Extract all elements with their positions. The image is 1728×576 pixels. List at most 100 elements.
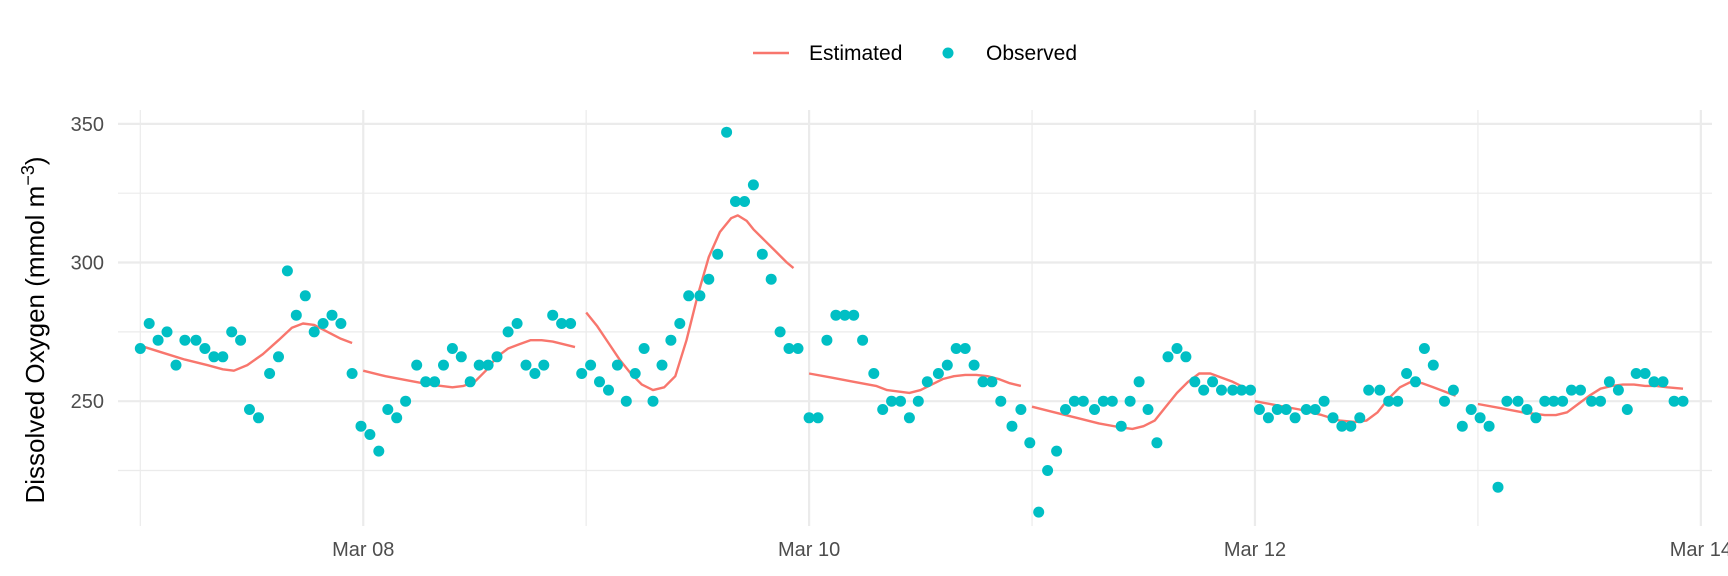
observed-point <box>1006 420 1018 432</box>
observed-point <box>1216 384 1227 396</box>
observed-point <box>1245 384 1256 396</box>
observed-point <box>1189 376 1201 388</box>
observed-point <box>511 318 523 329</box>
observed-point <box>1345 420 1357 432</box>
observed-point <box>839 309 851 321</box>
observed-point <box>1648 376 1660 388</box>
observed-point <box>1521 404 1533 415</box>
observed-point <box>774 326 786 338</box>
observed-point <box>1557 395 1569 407</box>
observed-point <box>1456 420 1468 432</box>
observed-point <box>1418 343 1430 354</box>
observed-point <box>455 351 467 363</box>
observed-point <box>308 326 320 338</box>
observed-point <box>1300 404 1312 415</box>
observed-point <box>529 368 541 379</box>
observed-point <box>1289 412 1301 424</box>
observed-point <box>446 343 458 354</box>
observed-point <box>1363 384 1375 396</box>
observed-point <box>364 429 376 440</box>
y-tick-label: 300 <box>71 253 104 275</box>
observed-point <box>411 359 423 371</box>
observed-point <box>594 376 605 388</box>
observed-point <box>1115 420 1127 432</box>
observed-point <box>1539 395 1551 407</box>
observed-point <box>520 359 532 371</box>
legend-estimated-label: Estimated <box>809 42 902 65</box>
observed-point <box>886 395 898 407</box>
observed-point <box>1024 437 1036 449</box>
observed-point <box>1142 404 1154 415</box>
observed-point <box>986 376 998 388</box>
observed-point <box>491 351 503 363</box>
observed-point <box>950 343 962 354</box>
observed-point <box>1042 465 1054 476</box>
observed-point <box>299 290 311 302</box>
observed-point <box>1630 368 1642 379</box>
observed-point <box>1575 384 1586 396</box>
observed-point <box>721 126 733 138</box>
observed-point <box>903 412 915 424</box>
observed-point <box>1586 395 1598 407</box>
observed-point <box>1280 404 1292 415</box>
observed-point <box>730 196 741 207</box>
observed-point <box>1621 404 1633 415</box>
legend-observed-swatch <box>942 47 954 59</box>
observed-point <box>382 404 394 415</box>
observed-point <box>1548 395 1560 407</box>
observed-point <box>877 404 889 415</box>
observed-point <box>1106 395 1118 407</box>
observed-point <box>576 368 588 379</box>
observed-point <box>1374 384 1386 396</box>
observed-series <box>134 126 1689 518</box>
observed-point <box>1327 412 1339 424</box>
x-tick-label: Mar 08 <box>332 539 394 561</box>
observed-point <box>346 368 358 379</box>
y-axis-title: Dissolved Oxygen (mmol m−3) <box>18 156 50 503</box>
observed-point <box>400 395 412 407</box>
observed-point <box>391 412 403 424</box>
observed-point <box>747 179 759 191</box>
observed-point <box>1465 404 1477 415</box>
observed-point <box>647 395 659 407</box>
observed-point <box>226 326 238 338</box>
observed-point <box>1015 404 1027 415</box>
observed-point <box>438 359 449 371</box>
observed-point <box>665 334 677 346</box>
observed-point <box>1492 481 1504 493</box>
observed-point <box>1124 395 1136 407</box>
observed-point <box>208 351 220 363</box>
observed-point <box>756 248 768 260</box>
observed-point <box>995 395 1007 407</box>
observed-point <box>1447 384 1459 396</box>
observed-point <box>373 445 385 457</box>
observed-point <box>1401 368 1413 379</box>
observed-point <box>821 334 833 346</box>
observed-point <box>932 368 944 379</box>
observed-point <box>273 351 284 363</box>
observed-point <box>1427 359 1439 371</box>
y-tick-label: 350 <box>71 114 104 136</box>
observed-point <box>1162 351 1174 363</box>
observed-point <box>765 273 777 285</box>
observed-point <box>1253 404 1265 415</box>
observed-point <box>473 359 485 371</box>
observed-point <box>959 343 971 354</box>
observed-point <box>712 248 724 260</box>
observed-point <box>1474 412 1486 424</box>
observed-point <box>1439 395 1450 407</box>
observed-point <box>694 290 706 302</box>
observed-point <box>912 395 924 407</box>
observed-point <box>335 318 347 329</box>
observed-point <box>1612 384 1624 396</box>
observed-point <box>464 376 476 388</box>
observed-point <box>739 196 750 207</box>
observed-point <box>968 359 980 371</box>
observed-point <box>1566 384 1577 396</box>
observed-point <box>502 326 514 338</box>
observed-point <box>290 309 302 321</box>
observed-point <box>803 412 815 424</box>
estimated-line-segment <box>1031 372 1245 431</box>
observed-point <box>217 351 229 363</box>
